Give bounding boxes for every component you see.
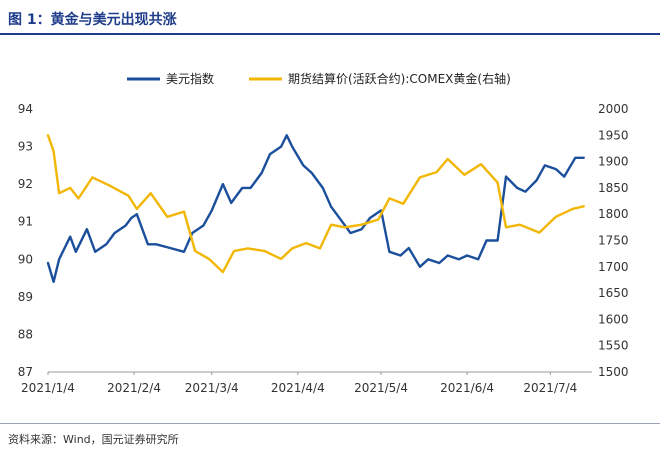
- legend-label: 美元指数: [166, 71, 214, 86]
- y-right-tick-label: 2000: [598, 102, 629, 116]
- x-tick-label: 2021/6/4: [440, 381, 494, 395]
- y-right-tick-label: 1600: [598, 312, 629, 326]
- x-tick-label: 2021/5/4: [354, 381, 408, 395]
- y-right-tick-label: 1900: [598, 155, 629, 169]
- y-left-tick-label: 89: [18, 290, 33, 304]
- y-left-tick-label: 91: [18, 215, 33, 229]
- x-tick-label: 2021/7/4: [523, 381, 577, 395]
- y-left-tick-label: 90: [18, 252, 33, 266]
- legend-label: 期货结算价(活跃合约):COMEX黄金(右轴): [288, 71, 511, 86]
- source-divider: [0, 423, 660, 424]
- x-tick-label: 2021/3/4: [185, 381, 239, 395]
- y-right-tick-label: 1800: [598, 207, 629, 221]
- y-right-tick-label: 1950: [598, 128, 629, 142]
- comex-gold-line: [46, 134, 585, 274]
- x-tick-label: 2021/4/4: [271, 381, 325, 395]
- source-note: 资料来源：Wind，国元证券研究所: [8, 433, 179, 446]
- y-right-tick-label: 1500: [598, 365, 629, 379]
- y-right-tick-label: 1750: [598, 234, 629, 248]
- figure-title: 图 1：黄金与美元出现共涨: [8, 12, 177, 28]
- x-tick-label: 2021/2/4: [107, 381, 161, 395]
- y-left-tick-label: 87: [18, 365, 33, 379]
- y-left-tick-label: 92: [18, 177, 33, 191]
- y-left-tick-label: 88: [18, 327, 33, 341]
- title-divider: [0, 33, 660, 35]
- y-right-tick-label: 1700: [598, 260, 629, 274]
- usd-index-line: [46, 134, 585, 283]
- y-right-tick-label: 1650: [598, 286, 629, 300]
- x-tick-label: 2021/1/4: [21, 381, 75, 395]
- y-right-tick-label: 1850: [598, 181, 629, 195]
- y-right-tick-label: 1550: [598, 339, 629, 353]
- y-left-tick-label: 93: [18, 140, 33, 154]
- y-left-tick-label: 94: [18, 102, 33, 116]
